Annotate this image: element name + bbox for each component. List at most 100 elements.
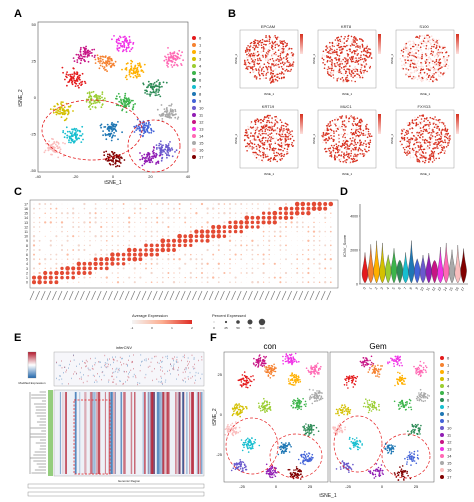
cell-point bbox=[75, 128, 78, 130]
cell-point bbox=[280, 152, 283, 155]
dot bbox=[190, 212, 192, 214]
cell-point bbox=[435, 45, 438, 47]
cell-point bbox=[354, 160, 356, 163]
cell-point bbox=[259, 66, 261, 68]
dot bbox=[279, 230, 282, 233]
cell-point bbox=[340, 71, 343, 74]
dot bbox=[138, 252, 143, 257]
cell-point bbox=[100, 126, 102, 129]
cell-point bbox=[409, 128, 411, 130]
dot bbox=[189, 258, 192, 261]
dot bbox=[100, 276, 102, 279]
cell-point bbox=[269, 79, 271, 81]
gene-label-glyph bbox=[192, 290, 197, 301]
cell-point bbox=[429, 123, 431, 125]
cell-point bbox=[407, 69, 410, 71]
cell-point bbox=[444, 65, 447, 67]
dot bbox=[38, 230, 41, 233]
cell-point bbox=[273, 152, 275, 154]
cell-point bbox=[76, 138, 78, 140]
cell-point bbox=[435, 71, 437, 74]
dot bbox=[122, 235, 125, 237]
cell-point bbox=[336, 37, 338, 39]
cell-point bbox=[425, 139, 428, 142]
dot bbox=[173, 235, 175, 237]
dot bbox=[44, 221, 47, 224]
dot bbox=[284, 271, 288, 275]
cell-point bbox=[92, 90, 95, 93]
cell-point bbox=[139, 64, 141, 67]
cell-point bbox=[139, 133, 142, 136]
dot bbox=[290, 221, 293, 224]
cell-point bbox=[97, 95, 99, 97]
cell-point bbox=[345, 78, 347, 81]
cell-point bbox=[268, 60, 270, 62]
panel-a-tsne: 0 1 2 3 4 5 6 7 8 9 10 11 12 13 14 15 16 17 tSNE_1 tSNE_2… bbox=[14, 18, 219, 186]
dot bbox=[156, 216, 159, 219]
dot bbox=[110, 261, 115, 266]
cell-point bbox=[62, 142, 64, 144]
cell-point bbox=[350, 147, 353, 149]
cell-point bbox=[429, 39, 432, 42]
dot bbox=[274, 272, 276, 274]
dot bbox=[160, 238, 166, 244]
cell-point bbox=[417, 116, 419, 119]
cell-point bbox=[260, 59, 262, 62]
dot bbox=[302, 268, 304, 269]
cell-point bbox=[249, 42, 252, 45]
cell-point bbox=[260, 44, 263, 46]
dot bbox=[106, 221, 108, 224]
cell-point bbox=[354, 141, 356, 144]
cell-point bbox=[276, 127, 279, 129]
cell-point bbox=[169, 150, 171, 152]
dot bbox=[162, 208, 164, 209]
dot bbox=[274, 245, 276, 246]
cell-point bbox=[258, 133, 260, 135]
dot bbox=[279, 281, 282, 284]
cell-point bbox=[432, 118, 435, 120]
cell-point bbox=[279, 62, 282, 65]
cell-point bbox=[261, 68, 263, 70]
cell-point bbox=[440, 151, 443, 153]
dot bbox=[307, 226, 310, 228]
cell-point bbox=[130, 99, 133, 102]
cell-point bbox=[167, 47, 169, 49]
cell-point bbox=[63, 113, 65, 116]
cell-point bbox=[268, 49, 271, 52]
cell-point bbox=[366, 51, 369, 53]
cnv-tick bbox=[113, 378, 115, 381]
cell-point bbox=[287, 128, 290, 130]
cell-point bbox=[366, 49, 369, 52]
cell-point bbox=[254, 137, 257, 140]
cell-point bbox=[368, 143, 371, 146]
cell-point bbox=[409, 65, 411, 67]
cell-point bbox=[342, 136, 344, 138]
cell-point bbox=[158, 142, 161, 145]
cell-point bbox=[71, 83, 74, 86]
cell-point bbox=[433, 43, 436, 46]
cell-point bbox=[166, 146, 169, 149]
cell-point bbox=[426, 37, 429, 40]
cell-point bbox=[436, 138, 439, 141]
dot bbox=[143, 252, 149, 257]
dot bbox=[128, 208, 130, 209]
cell-point bbox=[443, 65, 445, 67]
dot bbox=[296, 249, 298, 251]
cell-point bbox=[280, 59, 282, 61]
gene-label-glyph bbox=[46, 290, 52, 301]
cell-point bbox=[411, 75, 414, 78]
dot bbox=[100, 248, 103, 252]
cell-point bbox=[441, 129, 443, 132]
dot bbox=[82, 261, 87, 266]
cell-point bbox=[436, 54, 439, 57]
cell-point bbox=[268, 45, 271, 48]
cell-point bbox=[411, 119, 414, 121]
cell-point bbox=[340, 155, 342, 157]
cell-point bbox=[327, 139, 329, 142]
cell-point bbox=[440, 132, 442, 134]
cell-point bbox=[78, 82, 81, 85]
cell-point bbox=[406, 129, 409, 131]
cell-point bbox=[332, 72, 334, 74]
dot bbox=[111, 231, 113, 233]
cell-point bbox=[263, 132, 265, 135]
